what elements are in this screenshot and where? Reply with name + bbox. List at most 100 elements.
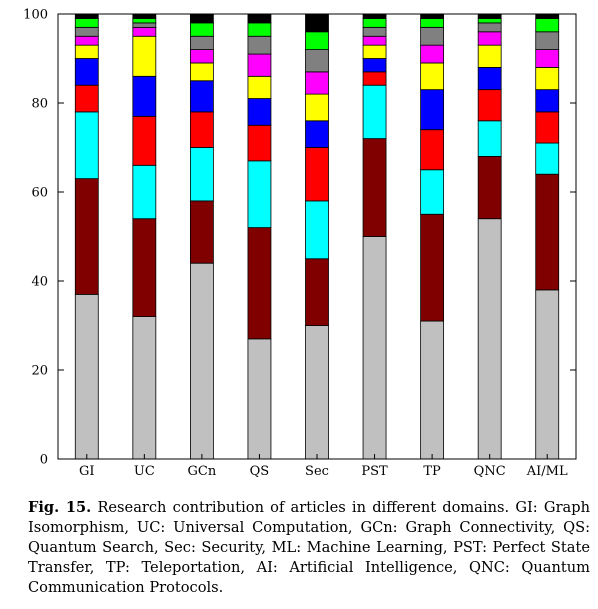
bar-segment-gcn-5 (189, 80, 214, 113)
bar-segment-aiml-6 (535, 67, 560, 91)
bar-segment-tp-4 (420, 129, 445, 171)
bar-segment-qs-4 (247, 124, 272, 162)
bar-segment-aiml-2 (535, 173, 560, 291)
bar-segment-qnc-5 (477, 67, 502, 91)
bar-segment-pst-5 (362, 58, 387, 73)
plot-frame (57, 13, 577, 460)
bar-segment-qnc-8 (477, 22, 502, 33)
bar-segment-uc-4 (132, 115, 157, 166)
bar-segment-sec-7 (305, 71, 329, 95)
bar-segment-gi-2 (74, 178, 99, 295)
bar-segment-qnc-2 (477, 155, 502, 220)
bar-segment-gcn-1 (189, 262, 214, 460)
bar-segment-qs-3 (247, 160, 272, 229)
bar-segment-gi-5 (74, 58, 99, 86)
bar-segment-gcn-9 (189, 22, 214, 37)
bar-segment-uc-9 (132, 18, 157, 24)
bar-segment-qnc-9 (477, 18, 502, 24)
x-tick-label: GCn (188, 464, 217, 479)
bar-segment-pst-9 (362, 18, 387, 28)
bar-segment-sec-5 (305, 120, 329, 148)
bar-segment-pst-8 (362, 26, 387, 37)
y-tick-label: 100 (23, 8, 48, 23)
bar-segment-aiml-4 (535, 111, 560, 144)
bar-segment-tp-2 (420, 213, 445, 322)
bar-segment-tp-5 (420, 89, 445, 131)
stacked-bar-chart: GI UC GCn QS Sec PST TP QNC AI/ML 0 20 40 60 80 100 (23, 8, 577, 479)
bar-segment-sec-3 (305, 200, 329, 260)
bar-segment-uc-5 (132, 75, 157, 117)
bar-segment-gcn-2 (189, 200, 214, 264)
ticks-layer: GI UC GCn QS Sec PST TP QNC AI/ML 0 20 40 60 80 100 (23, 8, 576, 479)
bar-segment-sec-1 (305, 325, 329, 460)
x-tick-label: PST (361, 464, 388, 479)
bar-segment-uc-7 (132, 26, 157, 37)
bar-segment-qnc-7 (477, 31, 502, 46)
bar-segment-qnc-6 (477, 44, 502, 68)
bar-segment-tp-7 (420, 44, 445, 64)
bar-segment-pst-3 (362, 84, 387, 139)
bar-segment-aiml-8 (535, 31, 560, 50)
bar-segment-qs-2 (247, 227, 272, 340)
x-tick-label: TP (423, 464, 441, 479)
bar-segment-qs-7 (247, 53, 272, 77)
x-tick-label: GI (79, 464, 95, 479)
y-tick-label: 0 (40, 453, 48, 468)
bar-segment-sec-9 (305, 31, 329, 50)
bar-segment-uc-8 (132, 22, 157, 28)
bar-segment-sec-8 (305, 49, 329, 73)
bar-segment-tp-3 (420, 169, 445, 215)
bar-segment-qs-8 (247, 35, 272, 55)
bar-segment-qs-9 (247, 22, 272, 37)
bar-segment-qnc-3 (477, 120, 502, 157)
bar-segment-tp-6 (420, 62, 445, 91)
x-tick-label: QS (250, 464, 270, 479)
bar-segment-aiml-5 (535, 89, 560, 113)
bar-segment-gi-8 (74, 26, 99, 37)
bar-segment-gi-3 (74, 111, 99, 180)
bar-segment-tp-9 (420, 18, 445, 28)
y-tick-label: 20 (31, 364, 48, 379)
y-tick-label: 80 (31, 97, 48, 112)
bar-segment-qnc-1 (477, 218, 502, 460)
bar-segment-pst-7 (362, 35, 387, 46)
bar-segment-gcn-4 (189, 111, 214, 148)
bar-segment-gcn-8 (189, 35, 214, 50)
x-tick-label: AI/ML (526, 464, 568, 479)
bar-segment-qs-1 (247, 338, 272, 460)
bar-segment-uc-3 (132, 164, 157, 220)
bar-segment-qnc-4 (477, 89, 502, 122)
bar-segment-gi-7 (74, 35, 99, 46)
figure-caption: Fig. 15. Research contribution of articl… (28, 498, 590, 598)
bar-segment-gi-6 (74, 44, 99, 59)
y-tick-label: 60 (31, 186, 48, 201)
bar-segment-uc-2 (132, 218, 157, 317)
bar-segment-uc-6 (132, 35, 157, 77)
bar-segment-gi-9 (74, 18, 99, 28)
bar-segment-uc-1 (132, 316, 157, 460)
bar-segment-pst-4 (362, 71, 387, 86)
bar-segment-aiml-1 (535, 289, 560, 460)
bar-segment-gi-4 (74, 84, 99, 113)
bar-segment-pst-6 (362, 44, 387, 59)
bar-segment-gi-1 (74, 293, 99, 460)
bar-segment-aiml-7 (535, 49, 560, 68)
bar-segment-tp-8 (420, 26, 445, 46)
bar-segment-aiml-9 (535, 18, 560, 33)
bar-segment-sec-2 (305, 258, 329, 326)
bar-segment-gcn-6 (189, 62, 214, 82)
bar-segment-gcn-3 (189, 147, 214, 202)
bar-segment-aiml-3 (535, 142, 560, 175)
bars-layer (74, 13, 560, 460)
bar-segment-sec-6 (305, 93, 329, 122)
x-tick-label: UC (134, 464, 155, 479)
bar-segment-pst-1 (362, 236, 387, 460)
bar-segment-qs-6 (247, 75, 272, 99)
y-tick-label: 40 (31, 275, 48, 290)
x-tick-label: QNC (474, 464, 506, 479)
caption-label: Fig. 15. (28, 499, 92, 516)
bar-segment-pst-2 (362, 138, 387, 237)
bar-segment-qs-5 (247, 98, 272, 126)
caption-text: Research contribution of articles in dif… (28, 499, 590, 596)
bar-segment-sec-4 (305, 147, 329, 202)
